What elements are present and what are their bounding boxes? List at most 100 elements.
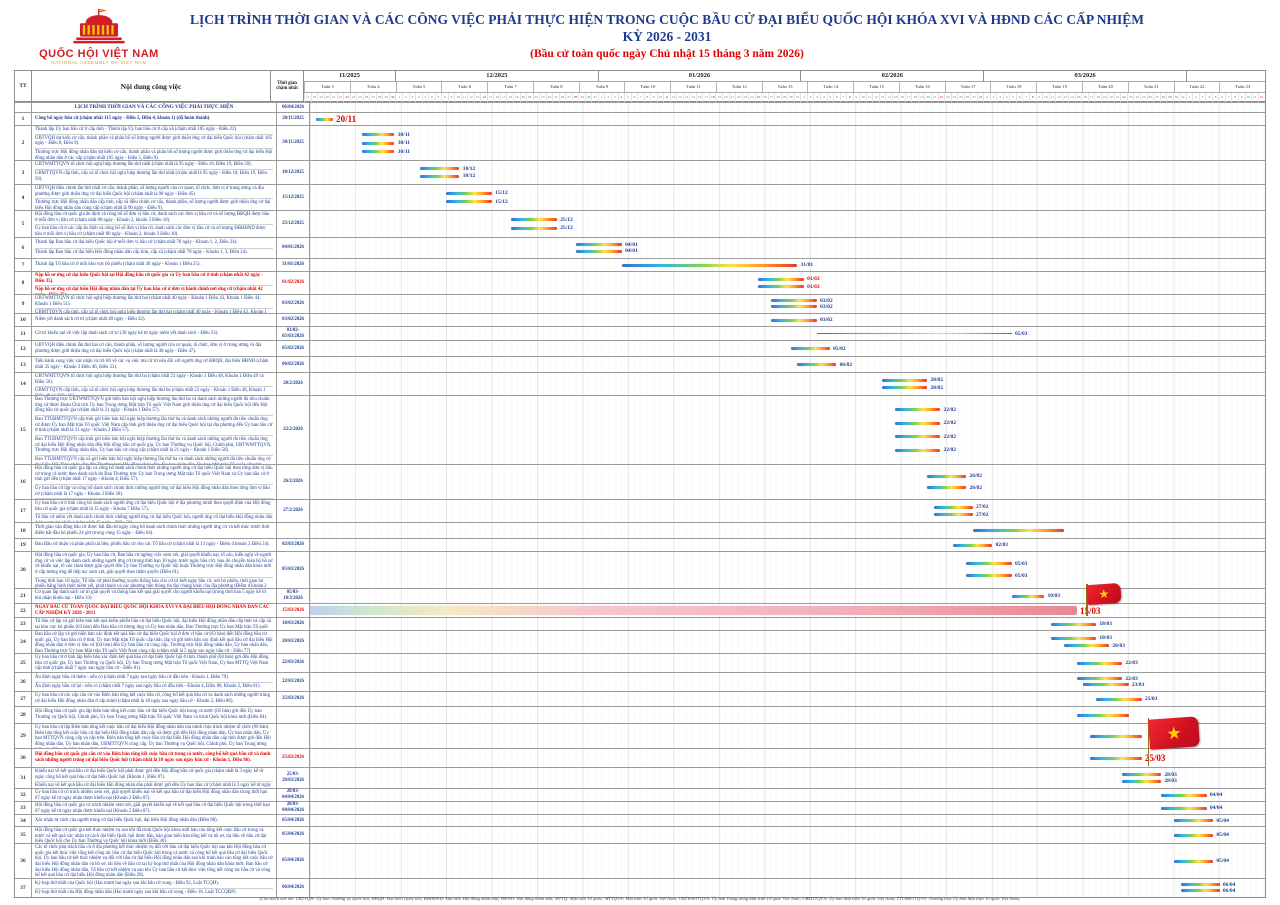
bar-date-label: 10/12 (462, 165, 476, 172)
deadline-date: 15/12/2025 (277, 185, 310, 210)
task-text: Hội đồng bầu cử quốc gia ấn định và công… (35, 212, 270, 223)
star-icon: ★ (1165, 722, 1183, 744)
table-row: 3 UBTWMTTQVN tổ chức hội nghị hiệp thương… (15, 160, 1265, 184)
day-number: 20 (722, 93, 729, 102)
task-cell: Nộp hồ sơ ứng cử đại biểu Quốc hội tại H… (32, 272, 277, 294)
task-cell: NGÀY BẦU CỬ TOÀN QUỐC ĐẠI BIỂU QUỐC HỘI … (32, 604, 277, 617)
day-number: 23 (1126, 93, 1134, 102)
day-number: 26 (362, 93, 370, 102)
task-cell: Hội đồng bầu cử quốc gia lập và công bố … (32, 465, 277, 499)
timeline-cell: 01/02 01/02 (310, 272, 1265, 294)
deadline-date: 03/02/2026 (277, 295, 310, 313)
day-number: 30 (1172, 93, 1180, 102)
month-label: 02/2026 (800, 71, 983, 81)
bar-date-label: 05/03 (1014, 561, 1028, 567)
week-label: Tuần 8 (532, 82, 579, 92)
gantt-bar (1174, 859, 1214, 863)
page-header: QUỐC HỘI VIỆT NAM NATIONAL ASSEMBLY OF V… (0, 0, 1280, 70)
timeline-cell: 15/03 ★ (310, 582, 1265, 617)
bar-date-label: 25/12 (560, 225, 573, 232)
title-block: LỊCH TRÌNH THỜI GIAN VÀ CÁC CÔNG VIỆC PH… (184, 12, 1270, 60)
day-number: 9 (1237, 93, 1245, 102)
table-row: 37 Kỳ họp thứ nhất của Quốc hội (Hai mươi… (15, 878, 1265, 897)
row-number: 2 (15, 126, 32, 160)
day-number: 18 (310, 93, 318, 102)
day-number: 10 (454, 93, 461, 102)
gantt-bar (933, 513, 973, 517)
task-text: Thành lập Ban bầu cử đại biểu Hội đồng n… (35, 248, 273, 256)
day-number: 19 (513, 93, 520, 102)
day-number: 21 (1113, 93, 1121, 102)
day-row: 17 18 19 20 21 22 23 24 25 26 27 28 29 30 1 2 3 4 5 6 7 8 9 10 1… (304, 93, 1265, 102)
gantt-bar (316, 117, 333, 121)
gantt-bar (771, 318, 817, 322)
bar-date-label: 26/02 (969, 473, 983, 480)
day-number: 22 (532, 93, 540, 102)
gantt-bar (894, 435, 941, 439)
task-text: Ủy ban bầu cử ở tỉnh công bố danh sách n… (35, 501, 271, 512)
deadline-date: 27/2/2026 (277, 500, 310, 522)
bar-date-label: 03/02 (820, 317, 833, 323)
task-text: Kỳ họp thứ nhất của Quốc hội (Hai mươi h… (35, 880, 219, 886)
bar-date-label: 23/03 (1131, 682, 1145, 688)
week-label: Tuần 16 (898, 82, 945, 92)
day-number: 10 (656, 93, 664, 102)
deadline-date: 25/03/2026 (277, 692, 310, 706)
week-label: Tuần 11 (670, 82, 716, 92)
day-number: 3 (996, 93, 1003, 102)
month-label: 12/2025 (395, 71, 598, 81)
month-label (1185, 71, 1265, 81)
row-number: 17 (15, 500, 32, 522)
bar-date-label: 30/11 (397, 140, 411, 146)
day-number: 18 (708, 93, 716, 102)
row-number: 27 (15, 692, 32, 706)
day-number: 2 (604, 93, 611, 102)
task-text: Ủy ban bầu cử có trách nhiệm xem xét, gi… (35, 790, 268, 801)
logo: QUỐC HỘI VIỆT NAM NATIONAL ASSEMBLY OF V… (14, 8, 184, 65)
task-cell: Ban Thường trực UBTWMTTQVN gửi biên bản … (32, 396, 277, 464)
task-cell: Thành lập Ủy ban bầu cử ở cấp tỉnh - Thà… (32, 126, 277, 160)
deadline-date: 03/02-05/03/2026 (277, 327, 310, 340)
day-number: 9 (852, 93, 860, 102)
task-text: Ban TTUBMTTQVN cấp tỉnh gửi biên bản hội… (35, 414, 273, 434)
week-row: Tuần 3 Tuần 4 Tuần 5 Tuần 6 Tuần 7 Tuần 8 Tuần… (304, 82, 1265, 93)
task-text: Thường trực Hội đồng nhân dân cấp tỉnh, … (35, 198, 273, 210)
bar-date-label: 05/04 (1216, 817, 1229, 824)
day-number: 31 (1179, 93, 1186, 102)
row-number: 21 (15, 589, 32, 603)
deadline-date: 22/03/2026 (277, 654, 310, 672)
day-number: 25 (1140, 93, 1147, 102)
timeline-cell: 22/02 22/02 22/02 22/02 (310, 396, 1265, 464)
gantt-bar (511, 226, 557, 230)
table-row: 34 Xác nhận tư cách của người trúng cử đạ… (15, 814, 1265, 826)
task-text: Hội đồng bầu cử quốc gia căn cứ vào Biên… (35, 752, 271, 763)
task-text: UBTVQH dự kiến cơ cấu, thành phần và phâ… (35, 133, 273, 147)
bar-date-label: 04/04 (1209, 805, 1223, 811)
task-cell: UBTWMTTQVN tổ chức hội nghị hiệp thương … (32, 295, 277, 313)
day-number: 13 (676, 93, 683, 102)
task-text: UBTVQH điều chỉnh lần thứ nhất cơ cấu, t… (35, 186, 264, 197)
deadline-date: 20/11/2025 (277, 113, 310, 125)
day-number: 28 (976, 93, 984, 102)
day-number: 29 (382, 93, 389, 102)
task-text: Nộp hồ sơ ứng cử đại biểu Hội đồng nhân … (35, 285, 273, 294)
task-text: Cơ quan lập danh sách cử tri giải quyết … (35, 590, 266, 601)
task-cell: Hội đồng bầu cử quốc gia, Ủy ban bầu cử,… (32, 552, 277, 588)
task-text: Thành lập Tổ bầu cử ở mỗi khu vực bỏ phi… (35, 262, 201, 268)
timeline-cell: 10/12 10/12 (310, 161, 1265, 184)
task-text: Ủy ban bầu cử ở các cấp ấn định và công … (35, 224, 273, 237)
timeline-cell: 06/04 06/04 (310, 879, 1265, 897)
table-row: 26 Ấn định ngày bầu cử thêm - nếu có (chậ… (15, 672, 1265, 691)
day-number: 17 (499, 93, 507, 102)
timeline-cell: 27/02 27/02 (310, 500, 1265, 522)
task-text: UBTWMTTQVN tổ chức hội nghị hiệp thương … (35, 162, 252, 168)
gantt-bar (576, 243, 622, 247)
bar-date-label: 25/03 (1144, 696, 1158, 702)
table-row: 7 Thành lập Tổ bầu cử ở mỗi khu vực bỏ ph… (15, 258, 1265, 271)
deadline-date: 02/03/2026 (277, 539, 310, 551)
day-number: 16 (898, 93, 905, 102)
task-text: Ban bầu cử lập và gửi biên bản xác định … (35, 632, 273, 653)
bar-date-label: 18/03 (1099, 621, 1112, 627)
day-number: 11 (460, 93, 468, 102)
deadline-date: 03/02/2026 (277, 314, 310, 326)
